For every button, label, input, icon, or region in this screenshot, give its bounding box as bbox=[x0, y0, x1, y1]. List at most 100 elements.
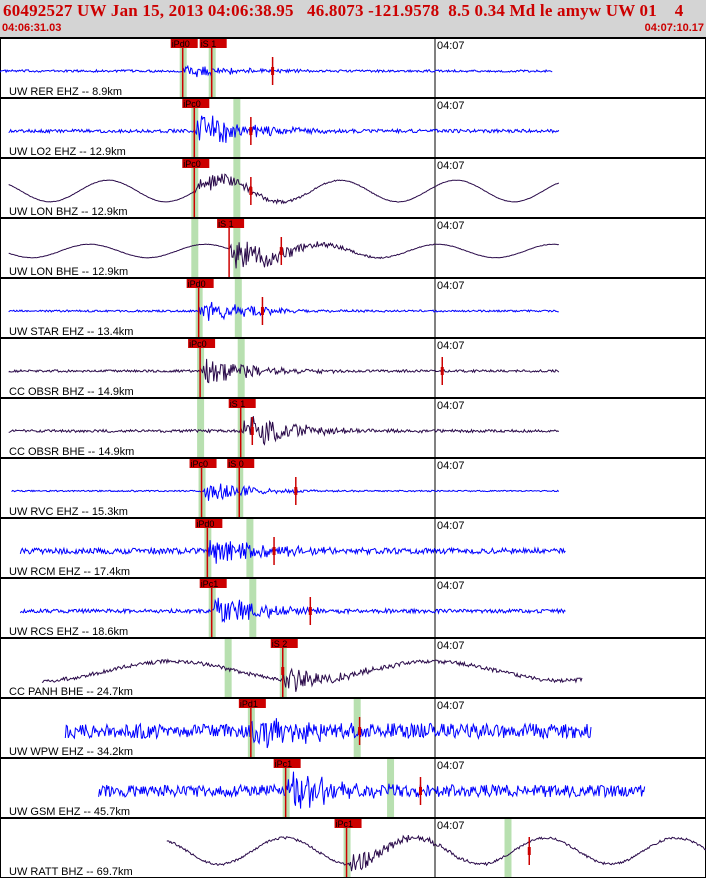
seismogram-panels: 04:07 iPd0 iS 1 UW RER EHZ -- 8.9km 04:07 iPc… bbox=[0, 38, 706, 878]
minute-mark-label: 04:07 bbox=[437, 580, 465, 592]
pick-flag bbox=[188, 339, 216, 348]
pick-label: iS 1 bbox=[218, 219, 234, 229]
window-start-time: 04:06:31.03 bbox=[2, 22, 62, 34]
station-label: CC PANH BHE -- 24.7km bbox=[9, 686, 133, 698]
minute-mark-label: 04:07 bbox=[437, 160, 465, 172]
event-title: 60492527 UW Jan 15, 2013 04:06:38.95 46.… bbox=[3, 1, 684, 20]
pick-label: iS 1 bbox=[230, 399, 246, 409]
coda-marker-tick bbox=[294, 487, 298, 495]
trace-panel: 04:07 iS 1 UW LON BHE -- 12.9km bbox=[0, 218, 706, 278]
coda-marker-tick bbox=[249, 187, 253, 195]
arrival-window-end bbox=[504, 819, 512, 877]
minute-mark-label: 04:07 bbox=[437, 820, 465, 832]
trace-panel: 04:07 iPc0 CC OBSR BHZ -- 14.9km bbox=[0, 338, 706, 398]
trace-panel: 04:07 iPd1 UW WPW EHZ -- 34.2km bbox=[0, 698, 706, 758]
waveform bbox=[41, 658, 583, 692]
window-end-time: 04:07:10.17 bbox=[644, 22, 704, 34]
trace-panel: 04:07 iPc1 UW RCS EHZ -- 18.6km bbox=[0, 578, 706, 638]
waveform bbox=[8, 358, 560, 384]
station-label: UW LO2 EHZ -- 12.9km bbox=[9, 146, 126, 158]
trace-panel: 04:07 iPd0 UW STAR EHZ -- 13.4km bbox=[0, 278, 706, 338]
pick-flag bbox=[217, 219, 245, 228]
arrival-window-end bbox=[353, 699, 361, 757]
pick-label: iS 1 bbox=[201, 39, 217, 49]
pick-flag bbox=[270, 639, 298, 648]
pick-flag bbox=[186, 279, 214, 288]
waveform bbox=[11, 483, 560, 501]
station-label: UW RVC EHZ -- 15.3km bbox=[9, 506, 128, 518]
pick-label: iPd1 bbox=[240, 699, 258, 709]
coda-marker-tick bbox=[308, 607, 312, 615]
pick-flag bbox=[227, 459, 255, 468]
minute-mark-label: 04:07 bbox=[437, 40, 465, 52]
pick-flag bbox=[170, 39, 198, 48]
minute-mark-label: 04:07 bbox=[437, 220, 465, 232]
pick-label: iPc1 bbox=[201, 579, 219, 589]
coda-marker-tick bbox=[358, 727, 362, 735]
station-label: UW LON BHE -- 12.9km bbox=[9, 266, 128, 278]
pick-flag bbox=[334, 819, 362, 828]
station-label: UW RCS EHZ -- 18.6km bbox=[9, 626, 128, 638]
pick-flag bbox=[199, 579, 227, 588]
pick-flag bbox=[238, 699, 266, 708]
arrival-window-start bbox=[191, 219, 199, 277]
waveform bbox=[19, 540, 566, 564]
coda-marker-tick bbox=[272, 547, 276, 555]
trace-panel: 04:07 iPd0 iS 1 UW RER EHZ -- 8.9km bbox=[0, 38, 706, 98]
waveform bbox=[8, 115, 560, 143]
coda-marker-tick bbox=[250, 427, 254, 435]
minute-mark-label: 04:07 bbox=[437, 700, 465, 712]
pick-label: iPc0 bbox=[183, 159, 201, 169]
event-header: 60492527 UW Jan 15, 2013 04:06:38.95 46.… bbox=[0, 0, 706, 38]
coda-marker-tick bbox=[249, 127, 253, 135]
coda-marker-tick bbox=[260, 307, 264, 315]
waveform bbox=[166, 834, 706, 872]
arrival-window-start bbox=[197, 399, 205, 457]
minute-mark-label: 04:07 bbox=[437, 460, 465, 472]
trace-panel: 04:07 iPc0 UW LON BHZ -- 12.9km bbox=[0, 158, 706, 218]
trace-panel: 04:07 iPc1 UW GSM EHZ -- 45.7km bbox=[0, 758, 706, 818]
pick-label: iPc1 bbox=[336, 819, 354, 829]
arrival-window-start bbox=[224, 639, 232, 697]
waveform bbox=[19, 597, 566, 623]
pick-label: iS 0 bbox=[228, 459, 244, 469]
station-label: CC OBSR BHE -- 14.9km bbox=[9, 446, 134, 458]
trace-panel: 04:07 iPc1 UW RATT BHZ -- 69.7km bbox=[0, 818, 706, 878]
pick-flag bbox=[273, 759, 301, 768]
minute-mark-label: 04:07 bbox=[437, 640, 465, 652]
pick-label: iPd0 bbox=[172, 39, 190, 49]
station-label: UW RCM EHZ -- 17.4km bbox=[9, 566, 130, 578]
coda-marker-tick bbox=[271, 67, 275, 75]
waveform bbox=[8, 301, 559, 321]
minute-mark-label: 04:07 bbox=[437, 520, 465, 532]
station-label: UW LON BHZ -- 12.9km bbox=[9, 206, 128, 218]
coda-marker-tick bbox=[440, 367, 444, 375]
minute-mark-label: 04:07 bbox=[437, 100, 465, 112]
waveform bbox=[8, 241, 559, 269]
minute-mark-label: 04:07 bbox=[437, 400, 465, 412]
waveform bbox=[64, 718, 592, 749]
pick-flag bbox=[228, 399, 256, 408]
trace-panel: 04:07 iPd0 UW RCM EHZ -- 17.4km bbox=[0, 518, 706, 578]
pick-flag bbox=[189, 459, 217, 468]
pick-label: iPd0 bbox=[196, 519, 214, 529]
minute-mark-label: 04:07 bbox=[437, 760, 465, 772]
arrival-window-end bbox=[233, 159, 241, 217]
pick-flag bbox=[182, 159, 210, 168]
waveform bbox=[0, 64, 553, 78]
pick-label: iPc0 bbox=[189, 339, 207, 349]
pick-label: iPd0 bbox=[188, 279, 206, 289]
pick-flag bbox=[195, 519, 223, 528]
pick-label: iPc1 bbox=[275, 759, 293, 769]
minute-mark-label: 04:07 bbox=[437, 280, 465, 292]
pick-label: iPc0 bbox=[191, 459, 209, 469]
coda-marker-tick bbox=[279, 247, 283, 255]
station-label: UW RATT BHZ -- 69.7km bbox=[9, 866, 133, 878]
trace-panel: 04:07 iPc0 UW LO2 EHZ -- 12.9km bbox=[0, 98, 706, 158]
coda-marker-tick bbox=[419, 787, 422, 795]
arrival-window-end bbox=[249, 579, 257, 637]
station-label: UW WPW EHZ -- 34.2km bbox=[9, 746, 133, 758]
waveform bbox=[8, 173, 560, 205]
waveform bbox=[8, 416, 560, 446]
station-label: UW GSM EHZ -- 45.7km bbox=[9, 806, 130, 818]
